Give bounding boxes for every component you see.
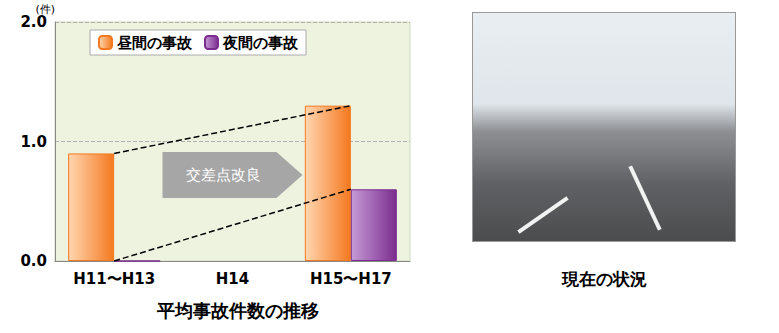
svg-text:H14: H14 <box>216 270 249 288</box>
svg-text:H15〜H17: H15〜H17 <box>310 270 392 288</box>
svg-text:昼間の事故: 昼間の事故 <box>116 34 193 52</box>
svg-text:0.0: 0.0 <box>20 252 47 270</box>
svg-text:2.0: 2.0 <box>20 13 47 31</box>
svg-text:平均事故件数の推移: 平均事故件数の推移 <box>156 300 319 321</box>
html-text:現在の状況: 現在の状況 <box>561 269 647 289</box>
svg-text:夜間の事故: 夜間の事故 <box>222 34 299 52</box>
svg-text:H11〜H13: H11〜H13 <box>73 270 155 288</box>
svg-text:1.0: 1.0 <box>20 133 47 151</box>
svg-text:(件): (件) <box>35 2 55 16</box>
svg-text:交差点改良: 交差点改良 <box>186 166 261 184</box>
